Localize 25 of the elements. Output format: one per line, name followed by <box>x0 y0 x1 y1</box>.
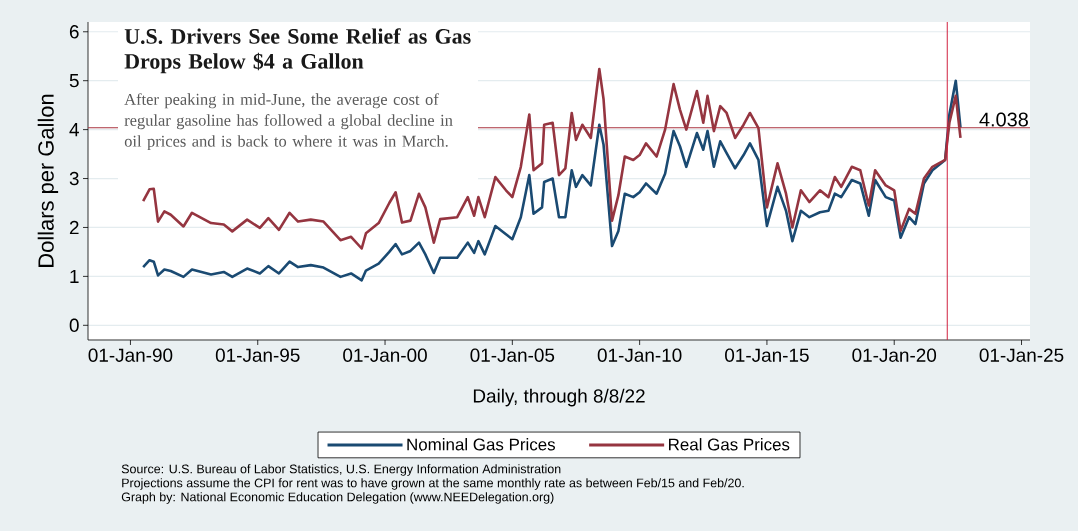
source-note: Source: U.S. Bureau of Labor Statistics, U.S. Energy Information Administration <box>121 464 561 476</box>
text: Graph by: National Economic Education Delegation (www.NEEDelegation.org) <box>121 492 554 504</box>
annotation: U.S. Drivers See Some Relief as Gas Drops Below $4 a Gallon <box>124 28 471 74</box>
y-axis-title: Dollars per Gallon <box>37 94 59 267</box>
x-tick-label: 01-Jan-25 <box>979 348 1064 362</box>
y-tick-label: 4 <box>69 123 79 137</box>
x-axis-title: Daily, through 8/8/22 <box>473 388 645 407</box>
legend-label: Nominal Gas Prices <box>407 438 556 451</box>
annotation: After peaking in mid-June, the average cost of regular gasoline has followed a global decline in oil prices and is back to where it was in March. <box>124 93 453 151</box>
y-tick-label: 1 <box>70 269 79 283</box>
y-tick-label: 0 <box>69 318 79 333</box>
y-tick-label: 6 <box>69 25 79 39</box>
x-tick-label: 01-Jan-90 <box>88 348 173 362</box>
x-tick-label: 01-Jan-95 <box>215 348 300 362</box>
y-tick-label: 5 <box>69 74 79 88</box>
x-tick-label: 01-Jan-10 <box>597 348 682 362</box>
x-tick-label: 01-Jan-15 <box>725 348 809 362</box>
text: Projections assume the CPI for rent was to have grown at the same monthly rate as between Feb/15 and Feb/20. <box>122 478 744 490</box>
x-tick-label: 01-Jan-00 <box>343 348 427 362</box>
y-tick-label: 3 <box>69 171 79 186</box>
x-tick-label: 01-Jan-05 <box>470 348 555 362</box>
y-tick-label: 2 <box>69 220 79 235</box>
legend-label: Real Gas Prices <box>669 438 790 451</box>
ref-line-label: 4.038 <box>979 112 1028 127</box>
x-tick-label: 01-Jan-20 <box>852 348 937 362</box>
